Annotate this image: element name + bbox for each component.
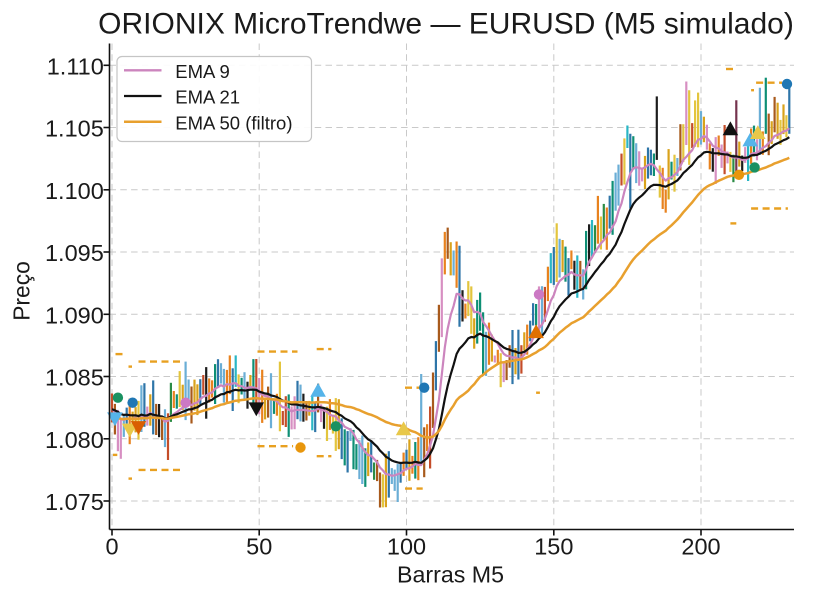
svg-text:1.080: 1.080 bbox=[45, 427, 104, 453]
svg-text:EMA 9: EMA 9 bbox=[175, 61, 230, 82]
svg-text:100: 100 bbox=[387, 534, 426, 560]
svg-text:Barras M5: Barras M5 bbox=[397, 561, 504, 587]
svg-text:1.085: 1.085 bbox=[45, 365, 104, 391]
svg-text:150: 150 bbox=[534, 534, 573, 560]
svg-text:1.110: 1.110 bbox=[47, 53, 104, 79]
svg-text:EMA 21: EMA 21 bbox=[175, 87, 240, 108]
svg-text:50: 50 bbox=[246, 534, 272, 560]
svg-text:ORIONIX MicroTrendwe — EURUSD: ORIONIX MicroTrendwe — EURUSD (M5 simula… bbox=[98, 7, 794, 40]
svg-text:1.090: 1.090 bbox=[45, 302, 104, 328]
svg-text:1.100: 1.100 bbox=[45, 178, 104, 204]
svg-text:Preço: Preço bbox=[9, 261, 35, 321]
svg-text:1.075: 1.075 bbox=[45, 489, 104, 515]
svg-text:0: 0 bbox=[105, 534, 118, 560]
svg-text:200: 200 bbox=[681, 534, 720, 560]
svg-text:EMA 50 (filtro): EMA 50 (filtro) bbox=[175, 112, 292, 133]
svg-text:1.105: 1.105 bbox=[45, 116, 104, 142]
svg-text:1.095: 1.095 bbox=[45, 240, 104, 266]
